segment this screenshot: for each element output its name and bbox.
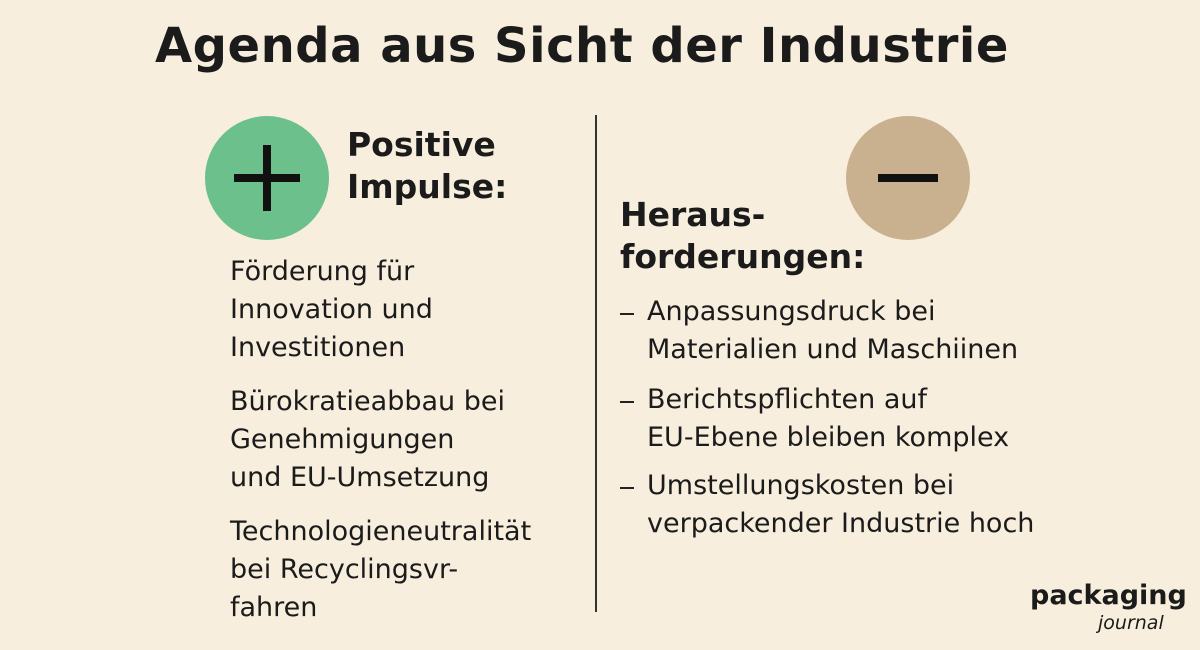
section-heading: Positive: [347, 125, 496, 164]
section-heading: forderungen:: [620, 237, 866, 276]
title: Agenda aus Sicht der Industrie: [155, 18, 1009, 74]
list-item-line: und EU-Umsetzung: [230, 462, 490, 493]
list-item-line: Bürokratieabbau bei: [230, 386, 505, 417]
list-item-line: fahren: [230, 592, 318, 623]
section-heading: Heraus-: [620, 195, 766, 234]
list-item-line: Anpassungsdruck bei: [647, 296, 936, 327]
list-item-line: verpackender Industrie hoch: [647, 508, 1035, 539]
bullet-dash: [620, 401, 634, 403]
list-item-line: Investitionen: [230, 332, 406, 363]
section-heading: Impulse:: [347, 167, 508, 206]
bullet-dash: [620, 313, 634, 315]
list-item-line: Materialien und Maschiinen: [647, 334, 1019, 365]
list-item-line: EU-Ebene bleiben komplex: [647, 422, 1010, 453]
list-item-line: bei Recyclingsvr-: [230, 554, 459, 585]
bullet-dash: [620, 487, 634, 489]
logo-name: packaging: [1030, 580, 1187, 611]
logo-subtitle: journal: [1098, 612, 1164, 634]
minus-icon: [878, 174, 938, 182]
list-item-line: Umstellungskosten bei: [647, 470, 955, 501]
list-item-line: Technologieneutralität: [230, 516, 532, 547]
list-item-line: Genehmigungen: [230, 424, 455, 455]
list-item-line: Förderung für: [230, 256, 415, 287]
list-item-line: Berichtspflichten auf: [647, 384, 928, 415]
plus-icon: [263, 145, 271, 211]
list-item-line: Innovation und: [230, 294, 433, 325]
